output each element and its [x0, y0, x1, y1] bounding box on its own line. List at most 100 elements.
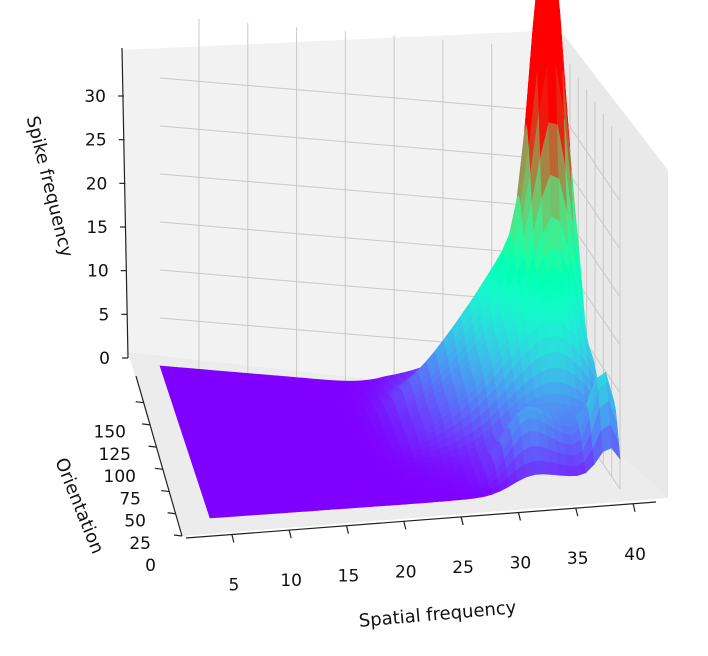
grid-line-z	[159, 77, 561, 113]
surface-facet	[255, 473, 266, 479]
surface-facet	[231, 478, 242, 483]
surface-facet	[316, 435, 328, 440]
surface-facet	[190, 460, 202, 466]
x-tick-mark	[345, 525, 350, 534]
surface-facet	[379, 501, 390, 507]
surface-facet	[261, 466, 272, 472]
surface-facet	[226, 416, 237, 422]
surface-facet	[225, 438, 237, 443]
surface-facet	[216, 460, 227, 465]
surface-facet	[203, 471, 214, 477]
surface-facet	[219, 445, 231, 450]
surface-facet	[243, 442, 255, 447]
surface-facet	[304, 469, 316, 474]
surface-facet	[214, 456, 226, 462]
surface-facet	[280, 473, 292, 478]
surface-facet	[206, 430, 217, 436]
x-tick-label: 25	[452, 558, 474, 578]
surface-facet	[234, 463, 246, 469]
surface-facet	[205, 479, 217, 484]
y-tick-mark	[161, 489, 170, 493]
surface-facet	[303, 465, 315, 471]
surface-facet	[190, 434, 202, 439]
surface-facet	[256, 477, 268, 482]
surface-facet	[185, 445, 197, 450]
surface-facet	[206, 456, 218, 462]
surface-facet	[248, 456, 260, 461]
surface-facet	[430, 497, 442, 503]
surface-facet	[235, 467, 247, 472]
surface-facet	[271, 449, 283, 454]
x-tick-mark	[460, 516, 464, 526]
surface-facet	[194, 471, 206, 477]
surface-facet	[284, 438, 296, 444]
surface-facet	[262, 470, 274, 475]
surface-facet	[334, 458, 346, 463]
surface-facet	[324, 455, 336, 460]
surface-facet	[283, 435, 294, 440]
surface-facet	[253, 470, 265, 475]
surface-facet	[251, 463, 262, 468]
surface-facet	[239, 452, 250, 458]
surface-facet	[335, 439, 346, 444]
y-tick-label: 50	[124, 512, 146, 532]
surface-facet	[221, 474, 232, 480]
surface-facet	[269, 466, 281, 471]
surface-facet	[270, 469, 282, 475]
x-axis-label: Spatial frequency	[358, 597, 518, 632]
x-tick-mark	[517, 512, 522, 521]
surface-facet	[212, 475, 224, 480]
surface-facet	[191, 437, 203, 443]
surface-facet	[211, 445, 222, 450]
grid-line-z	[159, 221, 561, 257]
surface-facet	[340, 452, 352, 457]
surface-facet	[244, 467, 255, 472]
surface-facet	[180, 430, 192, 435]
surface-facet	[195, 475, 207, 481]
surface-facet	[268, 463, 279, 468]
surface-facet	[307, 475, 319, 481]
surface-facet	[224, 460, 236, 465]
surface-facet	[421, 498, 433, 504]
y-tick-mark	[135, 401, 144, 404]
surface-facet	[235, 420, 247, 426]
surface-facet	[192, 415, 204, 421]
x-tick-label: 30	[510, 554, 532, 574]
surface-facet	[344, 442, 356, 447]
surface-facet	[276, 462, 288, 468]
surface-facet	[337, 445, 349, 450]
surface-facet	[276, 508, 288, 514]
surface-facet	[204, 475, 215, 481]
surface-facet	[225, 463, 237, 469]
surface-facet	[216, 512, 228, 518]
surface-facet	[242, 463, 254, 468]
surface-facet	[288, 449, 300, 454]
surface-facet	[290, 476, 302, 481]
surface-facet	[447, 496, 459, 502]
grid-line-z	[159, 173, 561, 209]
surface-facet	[187, 449, 198, 454]
surface-facet	[201, 415, 212, 421]
surface-facet	[209, 441, 221, 447]
surface-facet	[184, 415, 195, 421]
surface-facet	[218, 467, 230, 473]
x-tick-label: 10	[280, 571, 302, 591]
surface-facet	[298, 452, 309, 457]
surface-facet	[302, 442, 314, 447]
surface-facet	[255, 452, 267, 457]
surface-facet	[265, 456, 277, 461]
y-tick-label: 150	[94, 423, 126, 443]
surface-facet	[183, 437, 194, 443]
surface-facet	[242, 485, 253, 490]
surface-facet	[247, 452, 259, 457]
surface-facet	[270, 445, 281, 450]
surface-facet	[404, 500, 416, 505]
surface-facet	[193, 468, 204, 473]
surface-facet	[199, 460, 210, 466]
z-tick-label: 20	[86, 174, 108, 194]
surface-facet	[261, 445, 273, 450]
surface-facet	[300, 479, 311, 484]
surface-facet	[285, 508, 296, 513]
surface-facet	[328, 465, 340, 470]
surface-facet	[273, 476, 285, 482]
